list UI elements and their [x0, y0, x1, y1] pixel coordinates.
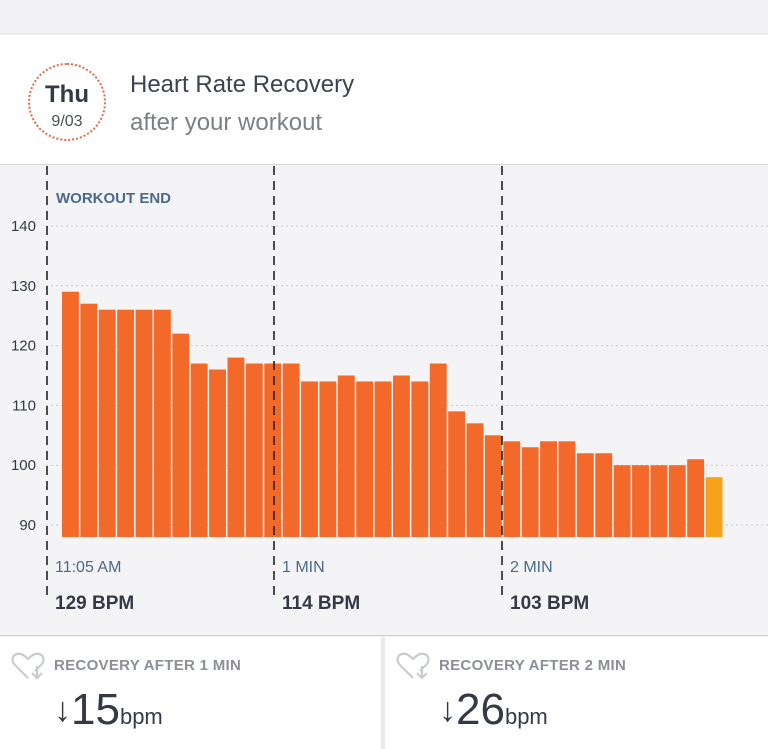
page-subtitle: after your workout [130, 109, 323, 136]
bar [80, 303, 98, 537]
bar [650, 465, 668, 537]
bar [687, 459, 705, 537]
heart-down-icon [396, 652, 430, 680]
bar [540, 441, 557, 537]
workout-header: Thu 9/03 Heart Rate Recovery after your … [0, 35, 768, 165]
bar [558, 441, 576, 537]
bar [117, 309, 135, 537]
recovery-cards: RECOVERY AFTER 1 MIN ↓15bpm RECOVERY AFT… [0, 637, 768, 749]
bar [319, 381, 337, 537]
down-arrow-icon: ↓ [54, 691, 71, 729]
bar [705, 477, 723, 537]
date-number: 9/03 [51, 113, 83, 130]
bar [429, 363, 447, 537]
bar [264, 363, 282, 537]
page-title: Heart Rate Recovery [130, 71, 355, 98]
recovery-value: ↓26bpm [439, 685, 548, 735]
marker-time-label: 1 MIN [282, 559, 325, 576]
bar [632, 465, 649, 537]
bar [282, 363, 300, 537]
bar [393, 375, 410, 537]
marker-bpm-label: 114 BPM [282, 593, 360, 614]
recovery-label: RECOVERY AFTER 2 MIN [439, 657, 627, 674]
heart-down-icon [11, 652, 45, 680]
marker-time-label: 11:05 AM [55, 559, 121, 576]
bar [356, 381, 374, 537]
workout-end-label: WORKOUT END [56, 190, 171, 207]
bar [411, 381, 429, 537]
y-tick-label: 100 [11, 457, 36, 474]
recovery-value: ↓15bpm [54, 685, 163, 735]
marker-bpm-label: 129 BPM [55, 593, 134, 614]
bar [337, 375, 355, 537]
bar [190, 363, 208, 537]
bar [98, 309, 116, 537]
recovery-card-2min[interactable]: RECOVERY AFTER 2 MIN ↓26bpm [385, 637, 768, 749]
y-tick-label: 130 [11, 278, 36, 295]
bar [613, 465, 631, 537]
recovery-card-1min[interactable]: RECOVERY AFTER 1 MIN ↓15bpm [0, 637, 381, 749]
date-day: Thu [45, 81, 89, 108]
bar [172, 333, 190, 537]
bar [668, 465, 686, 537]
marker-time-label: 2 MIN [510, 559, 553, 576]
bar [595, 453, 613, 537]
bar [466, 423, 484, 537]
bar [227, 357, 245, 537]
heart-rate-chart[interactable]: 140 130 120 110 100 90 WORKOUT END 11:05 AM 129 … [0, 166, 768, 636]
marker-bpm-label: 103 BPM [510, 593, 589, 614]
recovery-number: 26 [456, 685, 505, 734]
bar [576, 453, 594, 537]
down-arrow-icon: ↓ [439, 691, 456, 729]
chart-svg: 140 130 120 110 100 90 WORKOUT END 11:05 AM 129 … [11, 166, 768, 614]
y-tick-label: 110 [12, 397, 36, 414]
bar [245, 363, 263, 537]
bar [153, 309, 171, 537]
top-strip [0, 0, 768, 34]
bar [521, 447, 539, 537]
bar [503, 441, 521, 537]
bar [135, 309, 153, 537]
bar [301, 381, 318, 537]
recovery-unit: bpm [119, 704, 163, 729]
recovery-unit: bpm [504, 704, 548, 729]
bar [484, 435, 502, 537]
bar [62, 291, 79, 537]
recovery-number: 15 [71, 685, 120, 734]
y-tick-label: 120 [11, 338, 36, 355]
bar [448, 411, 466, 537]
bar [209, 369, 226, 537]
y-tick-label: 140 [11, 218, 36, 235]
date-badge: Thu 9/03 [28, 63, 106, 141]
recovery-label: RECOVERY AFTER 1 MIN [54, 657, 242, 674]
y-tick-label: 90 [19, 517, 36, 534]
bar [374, 381, 392, 537]
